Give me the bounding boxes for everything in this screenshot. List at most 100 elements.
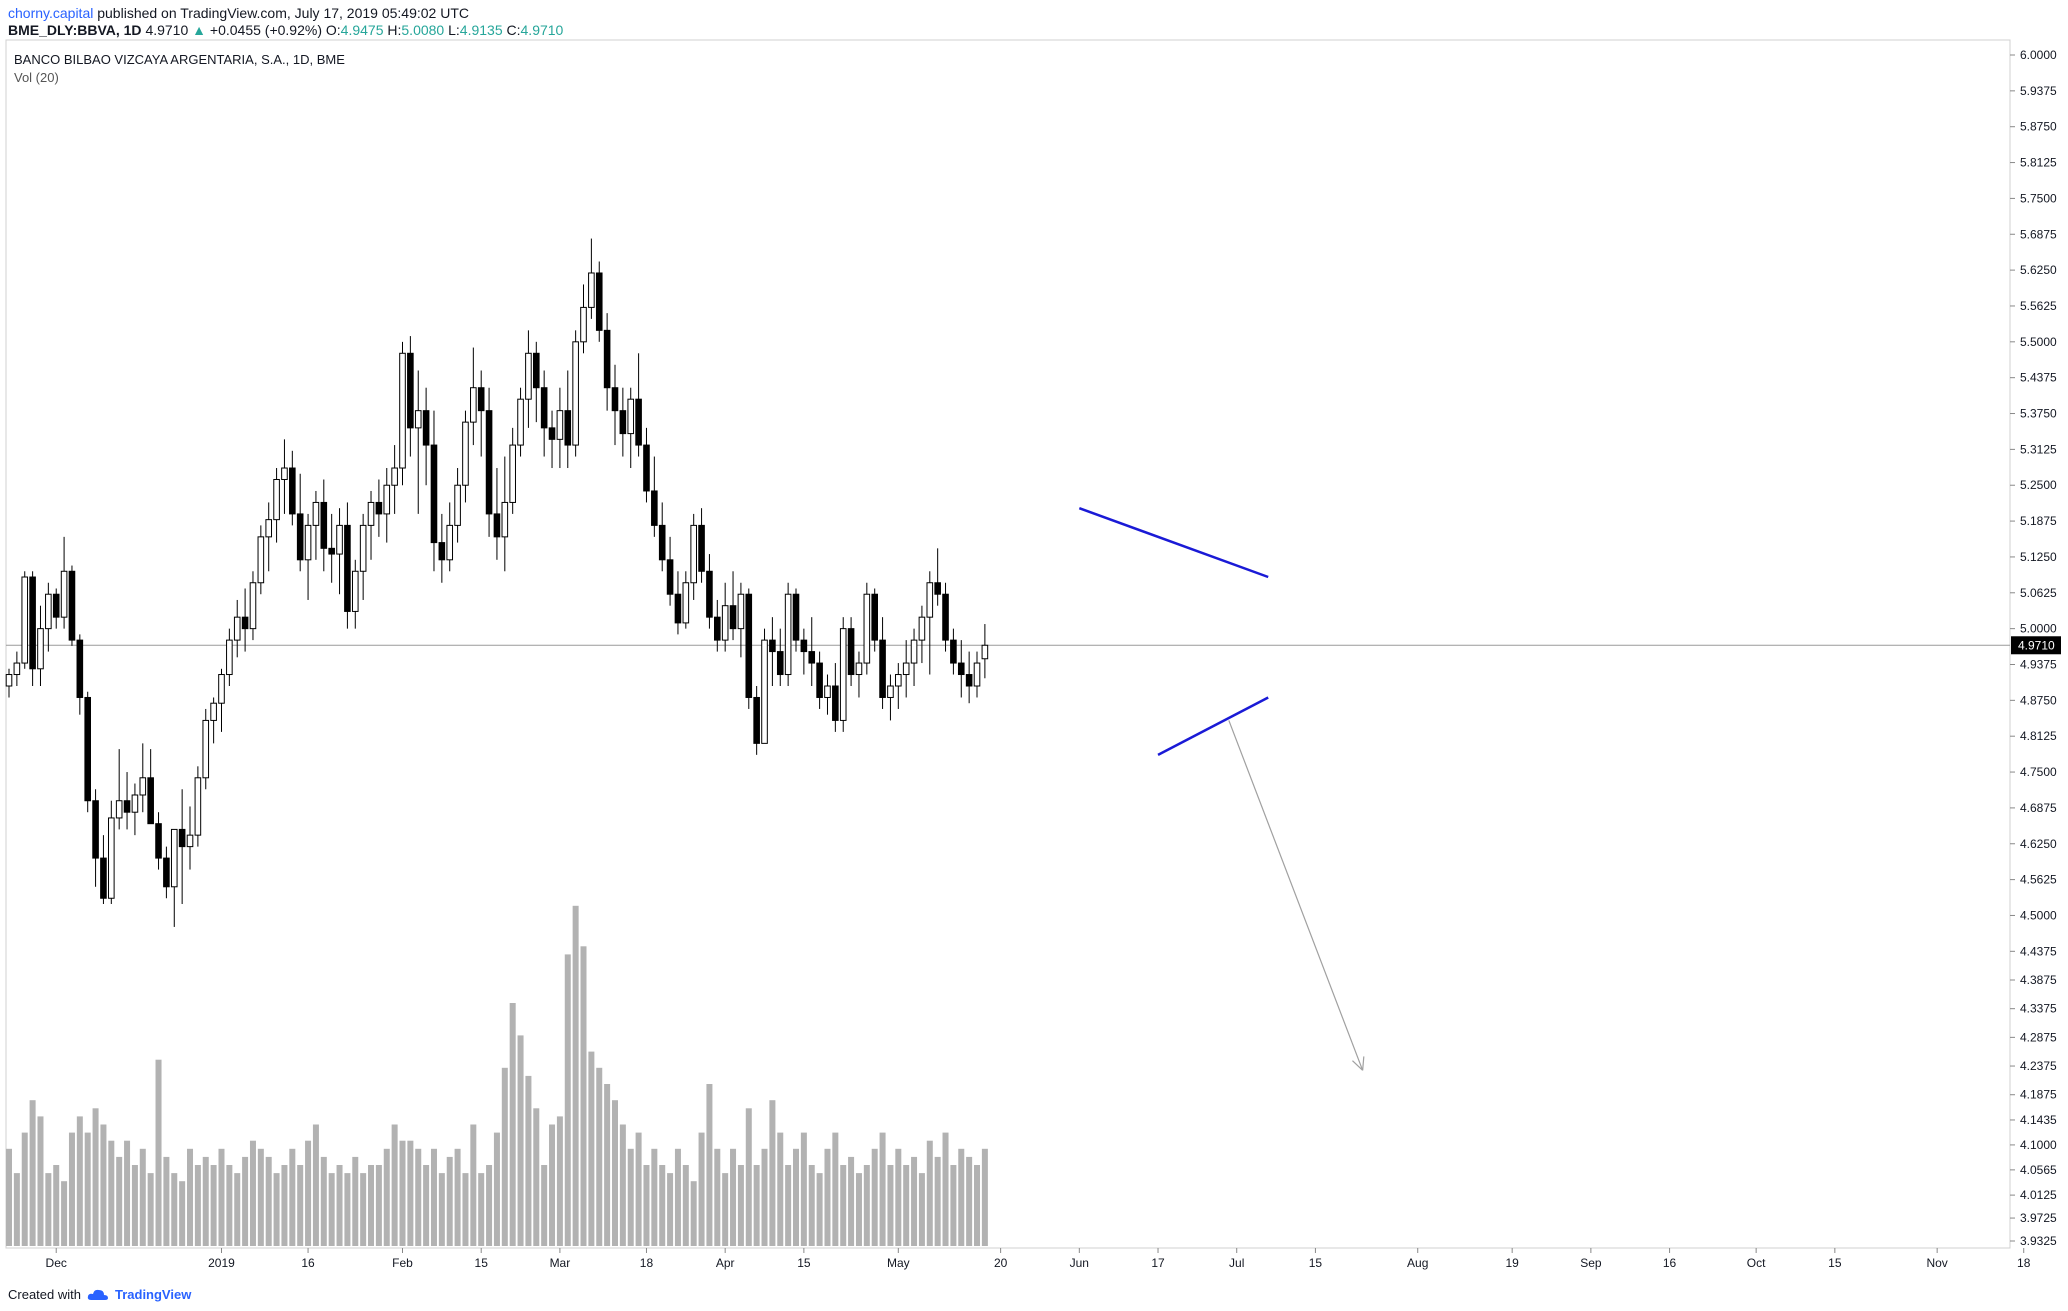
candle-body: [690, 524, 697, 584]
volume-bar: [163, 1156, 170, 1246]
volume-bar: [690, 1181, 697, 1246]
candle-body: [100, 857, 107, 899]
y-tick-label: 4.0565: [2020, 1163, 2057, 1177]
candle-body: [60, 570, 68, 618]
candle-body: [68, 570, 76, 641]
volume-bar: [391, 1124, 398, 1246]
candle-body: [281, 467, 288, 480]
candle-body: [619, 410, 627, 435]
candle-body: [289, 467, 296, 515]
candle-body: [210, 702, 217, 721]
candle-body: [816, 662, 823, 698]
candle-body: [139, 777, 147, 796]
close-value: 4.9710: [520, 22, 564, 38]
candle-body: [926, 582, 934, 618]
candle-body: [407, 352, 414, 429]
volume-bar: [45, 1173, 52, 1246]
volume-bar: [486, 1165, 493, 1246]
y-tick-label: 5.3125: [2020, 442, 2057, 456]
created-with-text: Created with: [8, 1287, 81, 1302]
candle-body: [580, 306, 587, 343]
volume-bar: [541, 1165, 548, 1246]
candle-body: [761, 639, 768, 744]
volume-bar: [564, 954, 571, 1246]
volume-bar: [659, 1165, 666, 1246]
candle-body: [21, 576, 29, 664]
candle-body: [965, 674, 973, 687]
candle-body: [430, 444, 438, 544]
candle-body: [115, 800, 123, 819]
candle-body: [501, 501, 509, 538]
volume-bar: [588, 1051, 595, 1246]
volume-bar: [108, 1140, 115, 1246]
candle-body: [226, 639, 233, 676]
volume-bar: [769, 1100, 776, 1246]
volume-bar: [533, 1108, 540, 1246]
y-tick-label: 4.6250: [2020, 837, 2057, 851]
volume-bar: [525, 1075, 532, 1246]
volume-bar: [934, 1156, 941, 1246]
candle-body: [351, 570, 359, 612]
volume-bar: [179, 1181, 186, 1246]
volume-bar: [549, 1124, 556, 1246]
y-tick-label: 4.1000: [2020, 1138, 2057, 1152]
volume-bar: [53, 1165, 60, 1246]
volume-bar: [918, 1173, 925, 1246]
volume-bar: [344, 1173, 351, 1246]
price-axis[interactable]: 6.0000 5.9375 5.8750 5.8125 5.7500 5.6875 5.62…: [2010, 48, 2061, 1248]
volume-bar: [446, 1156, 453, 1246]
volume-bar: [328, 1173, 335, 1246]
projection-arrow-head: [1362, 1056, 1365, 1071]
candle-body: [588, 272, 595, 308]
candle-body: [265, 519, 273, 538]
candle-body: [753, 696, 760, 744]
volume-bar: [903, 1165, 910, 1246]
candle-body: [45, 593, 52, 630]
candle-body: [131, 794, 139, 813]
y-tick-label: 5.8750: [2020, 120, 2057, 134]
symbol-label[interactable]: BME_DLY:BBVA, 1D: [8, 22, 142, 38]
volume-bar: [950, 1165, 957, 1246]
volume-bar: [737, 1165, 744, 1246]
x-tick-label: Jul: [1229, 1256, 1244, 1270]
candle-body: [462, 421, 469, 486]
volume-bar: [667, 1173, 674, 1246]
price-change: +0.0455 (+0.92%): [209, 22, 322, 38]
candle-body: [643, 444, 650, 492]
y-tick-label: 4.6875: [2020, 801, 2057, 815]
candle-body: [296, 513, 304, 561]
candle-body: [344, 524, 351, 612]
candle-body: [792, 593, 800, 641]
candle-body: [706, 570, 713, 618]
volume-bar: [793, 1148, 799, 1246]
candle-body: [257, 536, 265, 584]
drawings[interactable]: [1078, 507, 1365, 1071]
volume-bar: [210, 1165, 217, 1246]
y-tick-label: 4.3375: [2020, 1002, 2057, 1016]
candle-body: [839, 628, 847, 721]
y-tick-label: 3.9725: [2020, 1211, 2057, 1225]
candle-body: [847, 628, 855, 676]
candle-body: [981, 644, 989, 660]
volume-bar: [305, 1140, 312, 1246]
author-link[interactable]: chorny.capital: [8, 5, 94, 21]
volume-bar: [242, 1156, 249, 1246]
candle-body: [729, 605, 737, 630]
tradingview-brand[interactable]: TradingView: [114, 1287, 192, 1302]
volume-bar: [722, 1173, 729, 1246]
volume-bar: [147, 1173, 154, 1246]
volume-bar: [297, 1165, 304, 1246]
time-axis[interactable]: Dec 2019 16 Feb 15 Mar 18 Apr 15 May 20 Jun 17 Jul 15 A…: [46, 1248, 2031, 1270]
candle-body: [572, 341, 579, 446]
x-tick-label: Aug: [1407, 1256, 1428, 1270]
volume-bar: [706, 1084, 713, 1246]
candle-body: [910, 639, 918, 664]
candle-body: [477, 387, 485, 412]
volume-bar: [745, 1108, 752, 1246]
candle-body: [651, 490, 658, 526]
volume-bar: [627, 1148, 634, 1246]
x-tick-label: 20: [994, 1256, 1008, 1270]
volume-bar: [29, 1100, 36, 1246]
x-tick-label: 18: [2017, 1256, 2031, 1270]
